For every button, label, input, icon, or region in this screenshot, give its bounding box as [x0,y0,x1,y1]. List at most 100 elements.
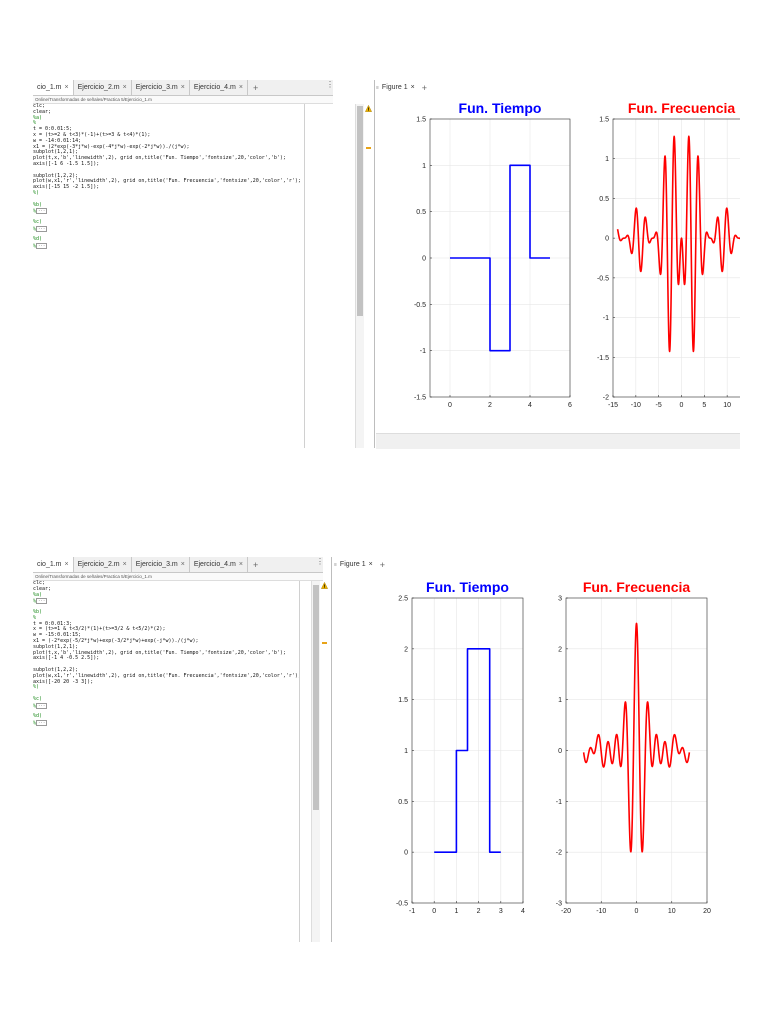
code-line: %) [33,684,301,691]
close-tab-icon[interactable]: × [180,84,185,91]
code-text: w = -14:0.01:14; [33,137,82,144]
fold-section-button[interactable]: ··· [36,225,48,232]
code-line: t = 0:0.01:3; [33,621,301,628]
code-line: plot(t,x,'b','linewidth',2), grid on,tit… [33,650,301,657]
code-text: % [33,226,37,233]
code-text: x = (t>=2 & t<3)*(-1)+(t>=3 & t<4)*(1); [33,131,151,138]
code-text: %b) [33,608,43,615]
add-figure-icon[interactable]: + [379,559,385,570]
more-options-icon[interactable]: ⋮ [316,557,324,566]
close-icon[interactable]: × [410,84,415,91]
fold-section-button[interactable]: ··· [36,598,48,605]
new-tab-icon[interactable]: + [252,559,259,570]
code-line: clc; [33,103,301,110]
code-line: %a) [33,591,301,599]
editor-tab[interactable]: cio_1.m × [33,80,74,95]
code-editor[interactable]: clc; clear; %a)% ··· %b)% t = 0:0.01:3; x = (t… [33,580,323,942]
x-tick-label: -1 [409,908,415,915]
y-tick-label: -1 [420,348,426,355]
code-text: %d) [33,236,43,243]
editor-tab[interactable]: Ejercicio_4.m × [190,557,248,572]
code-text: x = (t>=1 & t<3/2)*(1)+(t>=3/2 & t<5/2)*… [33,626,166,633]
y-tick-label: 2 [558,646,562,653]
code-line: % ··· [33,720,301,727]
close-tab-icon[interactable]: × [122,561,127,568]
editor-tab[interactable]: Ejercicio_2.m × [74,557,132,572]
axes-time: 0 2 4 6 1.5 1 0.5 0 -0.5 -1 -1.5 Fun. Tiempo [414,100,572,409]
close-icon[interactable]: × [368,561,373,568]
series-line [582,622,691,853]
close-tab-icon[interactable]: × [64,561,69,568]
close-tab-icon[interactable]: × [64,84,69,91]
more-options-icon[interactable]: ⋮ [326,80,334,89]
code-text: t = 0:0.01:5; [33,126,73,133]
add-figure-icon[interactable]: + [421,82,427,93]
editor-scrollbar[interactable] [355,104,364,448]
x-tick-label: -5 [656,402,662,409]
code-line: clear; [33,586,301,593]
code-text: %c) [33,218,43,225]
code-line: x1 = (2*exp(-3*j*w)-exp(-4*j*w)-exp(-2*j… [33,144,301,151]
fold-section-button[interactable]: ··· [36,720,48,727]
code-text: subplot(1,2,1); [33,149,79,156]
editor-right-margin [304,104,305,448]
editor-scroll-thumb[interactable] [357,106,363,316]
code-text: clc; [33,103,46,109]
code-text: %a) [33,114,43,121]
y-tick-label: -2 [603,395,609,402]
close-tab-icon[interactable]: × [180,561,185,568]
code-text: % [33,208,37,215]
figure-tab-label: Figure 1 [381,84,408,91]
editor-scrollbar[interactable] [311,581,320,942]
fold-section-button[interactable]: ··· [36,208,48,215]
editor-tab-label: cio_1.m [37,561,62,568]
fold-section-button[interactable]: ··· [36,702,48,709]
editor-tab[interactable]: cio_1.m × [33,557,74,572]
figure-statusbar [376,433,740,449]
y-tick-label: -2 [556,850,562,857]
warning-icon[interactable] [321,582,328,589]
y-tick-label: -1 [603,315,609,322]
editor-tab[interactable]: Ejercicio_3.m × [132,557,190,572]
x-tick-label: 3 [499,908,503,915]
warning-icon[interactable] [365,105,372,112]
close-tab-icon[interactable]: × [238,84,243,91]
code-line: axis([-20 20 -3 3]); [33,679,301,686]
x-tick-label: -10 [631,402,641,409]
code-text: %a) [33,591,43,598]
code-line: axis([-1 4 -0.5 2.5]); [33,655,301,662]
code-line: x = (t>=1 & t<3/2)*(1)+(t>=3/2 & t<5/2)*… [33,626,301,633]
editor-scroll-thumb[interactable] [313,585,319,810]
warning-marker[interactable] [322,642,327,644]
code-text: subplot(1,2,2); [33,172,79,179]
warning-marker[interactable] [366,147,371,149]
fold-section-button[interactable]: ··· [36,243,48,250]
file-path: Online/Transformadas de señales/Practica… [33,573,323,581]
x-tick-label: 2 [488,402,492,409]
y-tick-label: 0.5 [398,799,408,806]
x-tick-label: 5 [702,402,706,409]
code-line: %d) [33,713,301,720]
close-tab-icon[interactable]: × [122,84,127,91]
code-text: %d) [33,713,43,720]
code-line: subplot(1,2,2); [33,667,301,674]
plot-title: Fun. Frecuencia [628,100,736,116]
file-path: Online/Transformadas de señales/Practica… [33,96,333,104]
editor-tab-label: Ejercicio_4.m [193,84,236,91]
code-text: % [33,614,37,621]
editor-tab[interactable]: Ejercicio_4.m × [190,80,248,95]
code-line: clc; [33,580,301,587]
code-line: % [33,614,301,622]
figure-tab[interactable]: ≡ Figure 1 × + [334,557,385,572]
code-text: %c) [33,695,43,702]
code-line: % ··· [33,702,301,709]
new-tab-icon[interactable]: + [252,82,259,93]
close-tab-icon[interactable]: × [238,561,243,568]
editor-tab[interactable]: Ejercicio_2.m × [74,80,132,95]
code-line: % ··· [33,598,301,605]
figure-tab[interactable]: ≡ Figure 1 × + [376,80,427,95]
code-editor[interactable]: clc; clear; %a)% t = 0:0.01:5; x = (t>=2 & t… [33,103,333,448]
editor-tab[interactable]: Ejercicio_3.m × [132,80,190,95]
x-tick-label: 0 [635,908,639,915]
